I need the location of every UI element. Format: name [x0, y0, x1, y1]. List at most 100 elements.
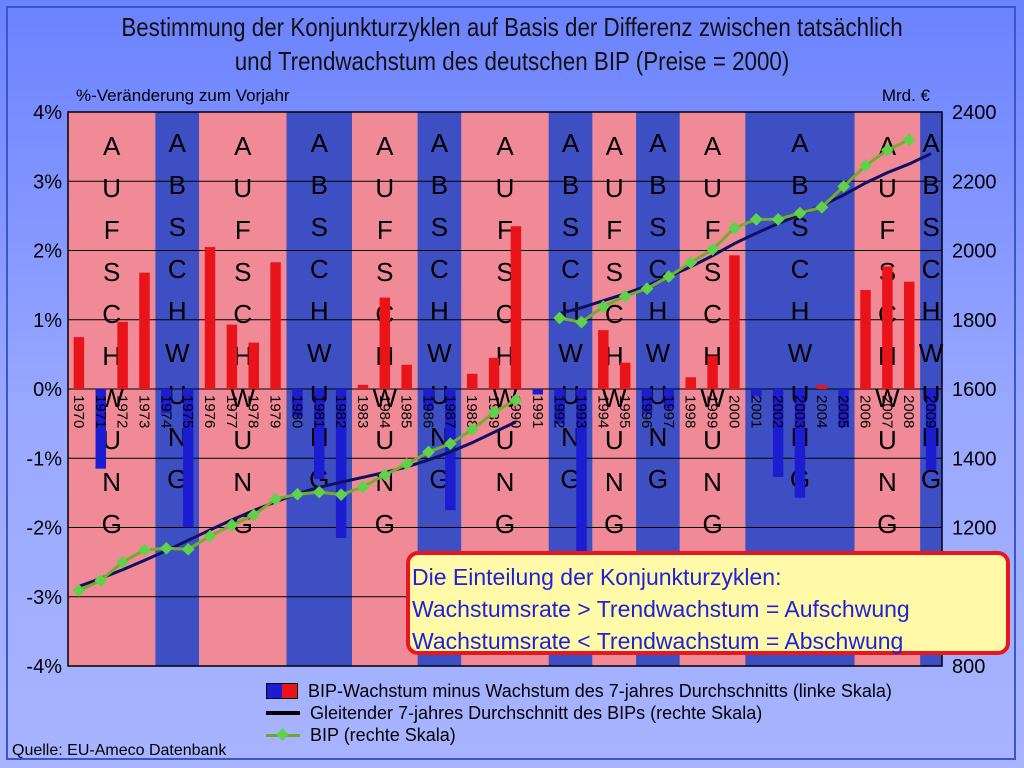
deviation-bar — [466, 373, 478, 389]
deviation-bar — [488, 357, 500, 389]
legend-trend-label: Gleitender 7-jahres Durchschnitt des BIP… — [310, 703, 763, 723]
phase-label-letter: N — [703, 467, 722, 497]
x-tick-label: 1973 — [135, 395, 152, 428]
deviation-bar — [335, 389, 347, 538]
phase-label-letter: U — [561, 380, 580, 410]
y-right-tick-label: 1400 — [952, 448, 997, 470]
y-right-axis-label: Mrd. € — [882, 86, 931, 105]
deviation-bar — [619, 362, 631, 389]
phase-label-letter: U — [233, 173, 252, 203]
chart-title: Bestimmung der Konjunkturzyklen auf Basi… — [72, 10, 953, 78]
phase-label-letter: A — [431, 128, 449, 158]
legend-item-bip: BIP (rechte Skala) — [266, 724, 892, 746]
phase-label-letter: C — [168, 254, 187, 284]
deviation-bar — [161, 389, 172, 414]
phase-label-letter: G — [877, 509, 897, 539]
deviation-bar — [772, 389, 784, 477]
y-right-tick-label: 2000 — [952, 241, 997, 263]
cycle-definition-upswing: Wachstumsrate > Trendwachstum = Aufschwu… — [412, 596, 910, 622]
phase-label-letter: U — [102, 425, 121, 455]
deviation-bar — [182, 389, 194, 528]
y-right-tick-label: 2200 — [952, 171, 997, 193]
y-left-tick-label: -3% — [26, 587, 62, 609]
x-tick-label: 1975 — [179, 395, 196, 428]
bip-point — [400, 457, 414, 471]
chart-title-line1: Bestimmung der Konjunkturzyklen auf Basi… — [121, 12, 903, 42]
legend-bars-label: BIP-Wachstum minus Wachstum des 7-jahres… — [308, 681, 892, 701]
phase-label-letter: H — [102, 341, 121, 371]
phase-label-letter: G — [102, 509, 122, 539]
deviation-bar — [794, 389, 806, 498]
phase-label-letter: A — [103, 131, 121, 161]
x-tick-label: 1984 — [376, 395, 393, 428]
phase-label-letter: H — [922, 296, 941, 326]
y-left-tick-label: 1% — [33, 310, 62, 332]
cycle-definition-box: Die Einteilung der Konjunkturzyklen: Wac… — [406, 551, 1010, 655]
phase-label-letter: S — [562, 212, 579, 242]
phase-label-letter: F — [377, 215, 393, 245]
phase-label-letter: S — [649, 212, 666, 242]
phase-label-letter: C — [922, 254, 941, 284]
phase-label-letter: U — [703, 425, 722, 455]
phase-label-letter: C — [496, 299, 515, 329]
x-tick-label: 1983 — [354, 395, 371, 428]
phase-label-letter: G — [167, 464, 187, 494]
phase-label-letter: S — [169, 212, 186, 242]
x-tick-label: 2000 — [725, 395, 742, 428]
deviation-bar — [73, 337, 85, 389]
phase-label-letter: S — [431, 212, 448, 242]
deviation-bar — [751, 389, 762, 396]
phase-label-letter: C — [430, 254, 449, 284]
x-tick-label: 1976 — [201, 395, 218, 428]
phase-label-letter: A — [169, 128, 187, 158]
deviation-bar — [357, 384, 369, 389]
phase-label-letter: U — [605, 173, 624, 203]
x-tick-label: 1977 — [223, 395, 240, 428]
deviation-bar — [860, 289, 871, 389]
x-tick-label: 1991 — [529, 395, 546, 428]
bip-point — [444, 437, 457, 451]
phase-label-letter: N — [561, 422, 580, 452]
cycle-definition-heading: Die Einteilung der Konjunkturzyklen: — [412, 564, 782, 590]
phase-label-letter: W — [307, 338, 332, 368]
y-right-tick-label: 1200 — [952, 518, 997, 540]
deviation-bar — [707, 355, 718, 389]
phase-label-letter: U — [375, 173, 394, 203]
x-tick-label: 2003 — [791, 395, 808, 428]
deviation-bar — [663, 389, 675, 409]
y-left-tick-label: -4% — [26, 656, 62, 678]
deviation-bar — [903, 281, 915, 389]
phase-label-letter: G — [429, 464, 449, 494]
x-tick-label: 2006 — [857, 395, 874, 428]
deviation-bar — [685, 377, 696, 389]
phase-label-letter: N — [496, 467, 515, 497]
phase-label-letter: W — [427, 338, 452, 368]
x-tick-label: 1980 — [288, 395, 305, 428]
x-tick-label: 1994 — [594, 395, 611, 428]
phase-label-letter: A — [649, 128, 667, 158]
phase-label-letter: S — [234, 257, 251, 287]
deviation-bar — [95, 389, 107, 469]
phase-label-letter: U — [430, 380, 449, 410]
y-right-tick-label: 1800 — [952, 310, 997, 332]
phase-label-letter: C — [703, 299, 722, 329]
deviation-bar — [576, 389, 587, 566]
x-tick-label: 1981 — [310, 395, 327, 428]
deviation-bar — [641, 389, 653, 414]
y-left-tick-label: 4% — [33, 102, 62, 124]
phase-label-letter: W — [919, 338, 944, 368]
phase-label-letter: N — [168, 422, 187, 452]
y-right-tick-label: 800 — [952, 656, 985, 678]
bip-point — [465, 423, 479, 436]
phase-label-letter: N — [605, 467, 624, 497]
deviation-bar — [882, 266, 893, 389]
phase-label-letter: N — [878, 467, 897, 497]
phase-label-letter: F — [235, 215, 251, 245]
phase-label-letter: W — [558, 338, 583, 368]
phase-label-letter: C — [310, 254, 329, 284]
x-tick-label: 1974 — [157, 395, 174, 428]
legend-item-bars: BIP-Wachstum minus Wachstum des 7-jahres… — [266, 680, 892, 702]
x-tick-label: 1997 — [660, 395, 677, 428]
x-tick-label: 2005 — [835, 395, 852, 428]
phase-label-letter: A — [562, 128, 580, 158]
